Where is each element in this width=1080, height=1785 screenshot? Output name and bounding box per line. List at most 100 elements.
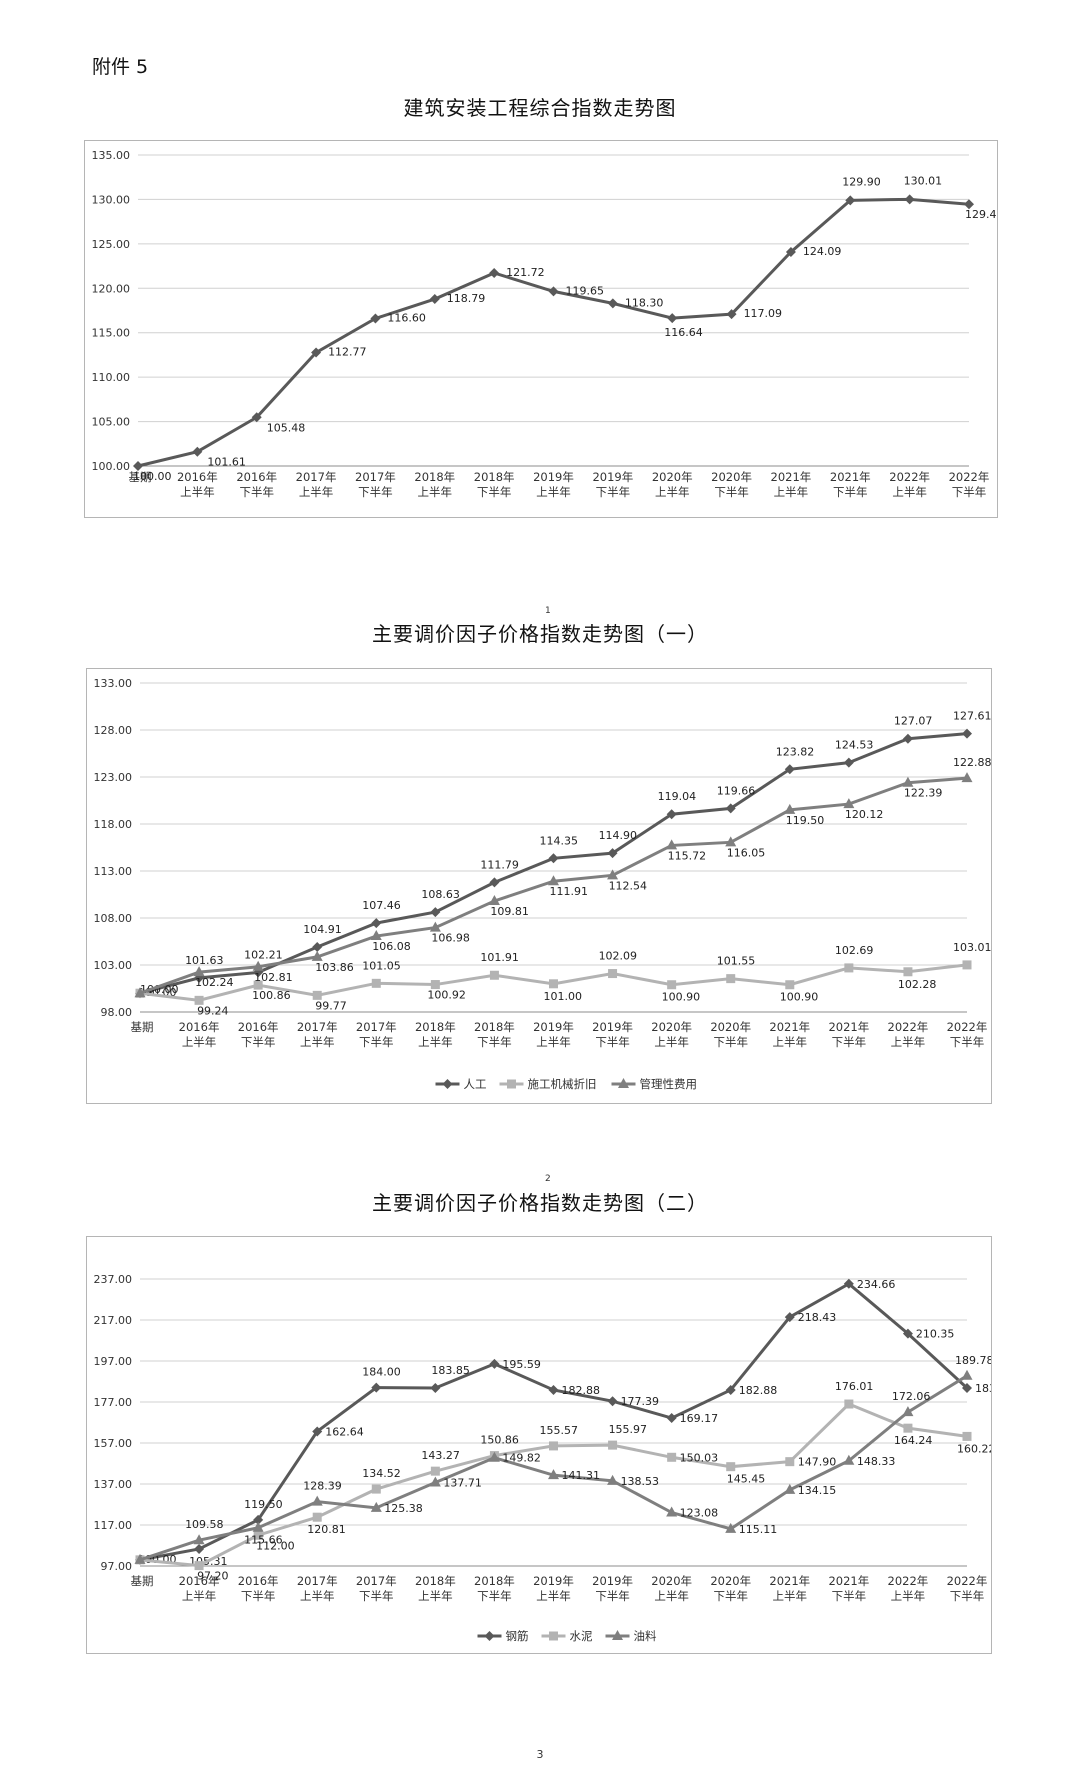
chart-1-svg: 100.00 105.00 110.00 115.00 120.00 125.00 130.… xyxy=(92,149,998,499)
data-point xyxy=(134,987,146,998)
data-label: 150.03 xyxy=(680,1451,719,1464)
data-label: 105.48 xyxy=(267,421,306,434)
data-label: 115.11 xyxy=(739,1523,778,1536)
data-label: 112.77 xyxy=(328,346,367,359)
data-label: 176.01 xyxy=(835,1380,874,1393)
x-tick-label: 2022年下半年 xyxy=(949,470,990,499)
y-tick-label: 100.00 xyxy=(92,460,131,473)
data-point xyxy=(371,1382,382,1393)
data-label: 102.24 xyxy=(195,976,234,989)
data-label: 100.00 xyxy=(133,470,172,483)
x-tick-label: 2017年下半年 xyxy=(356,1020,397,1049)
data-point xyxy=(252,960,264,971)
data-point xyxy=(430,907,441,918)
x-tick-label: 2020年上半年 xyxy=(651,1020,692,1049)
data-point xyxy=(784,1483,796,1494)
data-point xyxy=(312,1426,323,1437)
y-tick-label: 125.00 xyxy=(92,238,131,251)
data-point xyxy=(549,979,558,989)
data-point xyxy=(904,194,915,205)
legend-marker xyxy=(507,1079,516,1089)
data-label: 119.04 xyxy=(658,790,697,803)
data-point xyxy=(549,1441,558,1451)
x-tick-label: 2019年下半年 xyxy=(592,470,633,499)
x-tick-label: 2019年下半年 xyxy=(592,1020,633,1049)
series-line xyxy=(139,1281,969,1562)
data-point xyxy=(784,803,796,814)
data-point xyxy=(430,1466,440,1476)
data-label: 218.43 xyxy=(798,1311,837,1324)
data-point xyxy=(489,1358,500,1369)
data-point xyxy=(902,733,913,744)
data-point xyxy=(961,1369,973,1380)
data-point xyxy=(371,918,382,929)
data-label: 114.90 xyxy=(599,829,638,842)
data-label: 99.77 xyxy=(315,999,347,1012)
data-point xyxy=(489,268,500,279)
data-label: 100.90 xyxy=(662,991,701,1004)
data-label: 125.38 xyxy=(384,1502,423,1515)
data-label: 112.54 xyxy=(609,879,648,892)
data-label: 111.91 xyxy=(550,885,589,898)
y-tick-label: 177.00 xyxy=(94,1396,133,1409)
data-label: 100.00 xyxy=(140,983,179,996)
data-label: 147.90 xyxy=(798,1456,837,1469)
data-label: 106.08 xyxy=(372,940,411,953)
x-tick-label: 2016年上半年 xyxy=(177,470,218,499)
y-tick-label: 98.00 xyxy=(101,1006,133,1019)
chart-3-svg: 97.00 117.00 137.00 157.00 177.00 197.00 217.0… xyxy=(94,1273,992,1643)
data-label: 183.85 xyxy=(431,1364,470,1377)
data-point xyxy=(251,412,262,423)
y-tick-label: 123.00 xyxy=(94,771,133,784)
x-tick-label: 2019年上半年 xyxy=(533,1574,574,1603)
data-point xyxy=(784,764,795,775)
data-label: 127.61 xyxy=(953,710,991,723)
data-label: 184.00 xyxy=(362,1366,401,1379)
data-point xyxy=(193,966,205,977)
data-label: 101.05 xyxy=(362,959,401,972)
data-label: 123.82 xyxy=(776,745,815,758)
x-tick-label: 2018年上半年 xyxy=(415,1574,456,1603)
x-tick-label: 2017年上半年 xyxy=(296,470,337,499)
y-tick-label: 157.00 xyxy=(94,1437,133,1450)
x-tick-label: 2021年上半年 xyxy=(771,470,812,499)
data-label: 119.66 xyxy=(717,784,756,797)
data-point xyxy=(252,1521,264,1532)
data-label: 100.86 xyxy=(252,989,291,1002)
data-point xyxy=(489,970,499,980)
data-point xyxy=(370,313,381,324)
chart-3-title: 主要调价因子价格指数走势图（二） xyxy=(372,1191,708,1215)
data-point xyxy=(962,728,972,739)
data-label: 141.31 xyxy=(562,1469,601,1482)
data-label: 114.35 xyxy=(540,834,579,847)
data-label: 102.69 xyxy=(835,944,874,957)
data-point xyxy=(726,1462,736,1472)
data-label: 137.71 xyxy=(443,1477,482,1490)
data-point xyxy=(371,978,381,988)
data-label: 102.21 xyxy=(244,948,283,961)
data-label: 138.53 xyxy=(621,1475,660,1488)
y-tick-label: 115.00 xyxy=(92,327,131,340)
data-label: 182.88 xyxy=(562,1384,601,1397)
y-axis: 98.00 103.00 108.00 113.00 118.00 123.00 128.0… xyxy=(94,677,133,1019)
data-point xyxy=(902,1328,913,1339)
x-tick-label: 2022年下半年 xyxy=(947,1574,988,1603)
attachment-label: 附件 5 xyxy=(92,56,149,78)
data-label: 162.64 xyxy=(325,1425,364,1438)
series-油料: 109.58 115.66 128.39 125.38 137.71 149.82 141.… xyxy=(134,1354,991,1564)
legend-label: 管理性费用 xyxy=(640,1077,698,1091)
x-tick-label: 2020年上半年 xyxy=(652,470,693,499)
x-tick-label: 2021年上半年 xyxy=(769,1020,810,1049)
data-label: 122.88 xyxy=(953,756,991,769)
y-tick-label: 133.00 xyxy=(94,677,133,690)
data-label: 127.07 xyxy=(894,715,933,728)
data-label: 169.17 xyxy=(680,1412,719,1425)
data-point xyxy=(785,1457,795,1467)
data-label: 134.15 xyxy=(798,1484,837,1497)
data-label: 101.61 xyxy=(207,456,246,469)
data-label: 117.09 xyxy=(744,307,783,320)
data-label: 119.50 xyxy=(786,814,825,827)
data-label: 115.66 xyxy=(244,1534,283,1547)
data-point xyxy=(902,776,914,787)
data-point xyxy=(785,246,796,257)
